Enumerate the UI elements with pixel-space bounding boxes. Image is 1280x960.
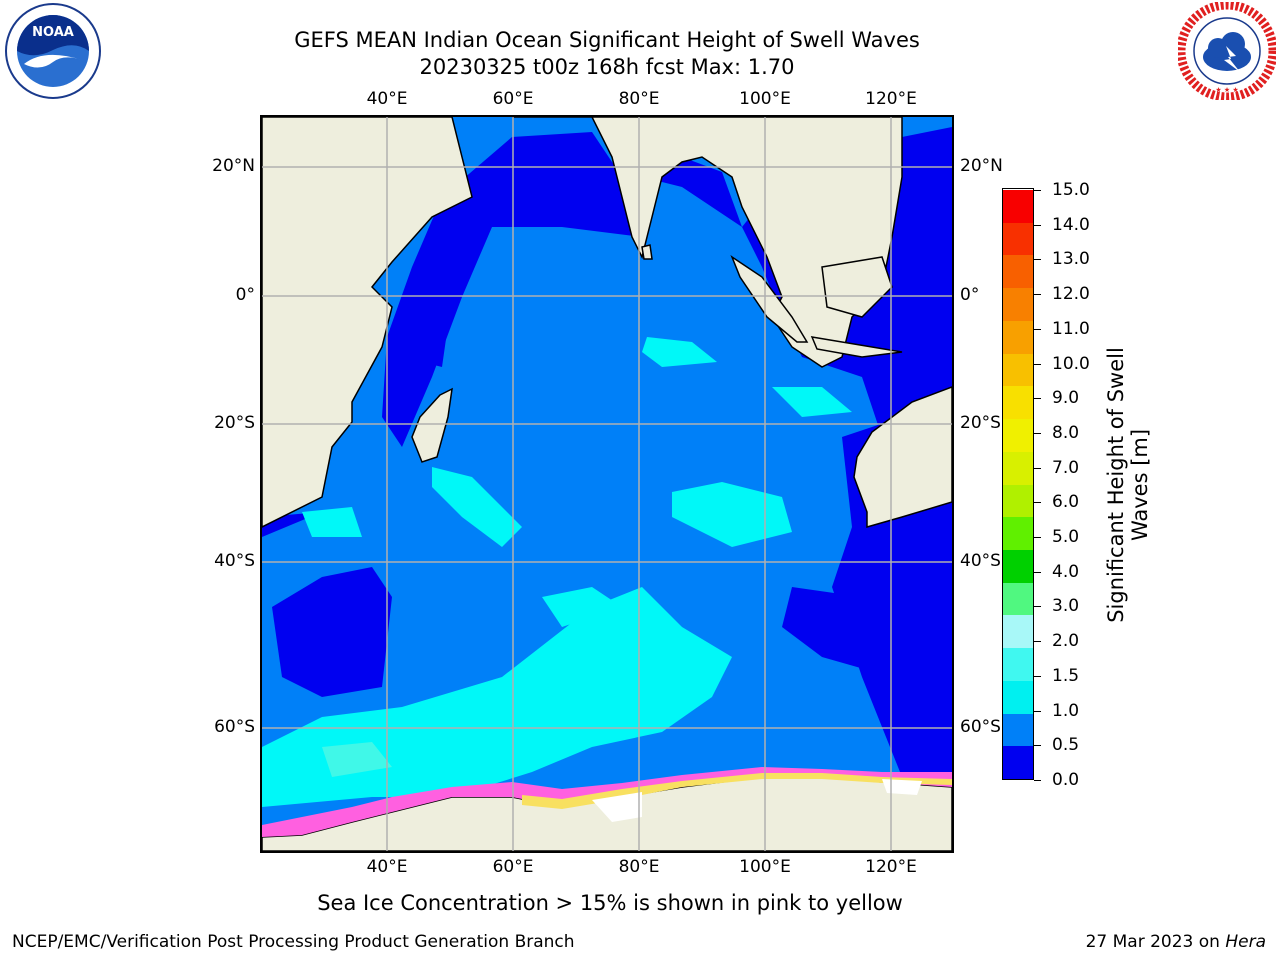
colorbar-label: 3.0 <box>1052 596 1080 617</box>
colorbar-bin <box>1003 353 1033 387</box>
colorbar-bin <box>1003 745 1033 779</box>
lat-tick-right: 0° <box>960 285 980 305</box>
colorbar-bin <box>1003 385 1033 420</box>
colorbar-label: 12.0 <box>1052 284 1090 305</box>
lat-tick-left: 20°N <box>212 156 255 176</box>
colorbar-label: 0.5 <box>1052 735 1080 756</box>
colorbar-tick <box>1034 363 1041 365</box>
lat-tick-right: 60°S <box>960 717 1001 737</box>
sea-ice-fringe <box>262 767 952 837</box>
colorbar-tick <box>1034 571 1041 573</box>
colorbar-label: 8.0 <box>1052 422 1080 443</box>
colorbar-tick <box>1034 328 1041 330</box>
gridlines <box>262 117 952 851</box>
noaa-logo: NOAA <box>4 2 102 100</box>
lat-tick-right: 20°S <box>960 413 1001 433</box>
lon-tick-top: 40°E <box>366 89 408 109</box>
map-caption: Sea Ice Concentration > 15% is shown in … <box>317 891 903 915</box>
colorbar-label: 5.0 <box>1052 527 1080 548</box>
lon-tick-bottom: 60°E <box>492 857 534 877</box>
colorbar-label: 15.0 <box>1052 180 1090 200</box>
australia <box>853 386 952 528</box>
colorbar-bin <box>1003 516 1033 550</box>
colorbar-tick <box>1034 294 1041 296</box>
colorbar-title-line2: Waves [m] <box>1128 428 1152 542</box>
colorbar-label: 1.0 <box>1052 700 1080 721</box>
lon-tick-bottom: 80°E <box>618 857 660 877</box>
colorbar-bin <box>1003 222 1033 256</box>
colorbar-bin <box>1003 582 1033 616</box>
footer-date: 27 Mar 2023 on Hera <box>1086 932 1266 952</box>
nws-logo: ★ ★ ★ <box>1176 0 1278 102</box>
borneo <box>821 256 893 318</box>
colorbar-label: 0.0 <box>1052 770 1080 790</box>
colorbar-bin <box>1003 287 1033 321</box>
colorbar-bin <box>1003 320 1033 354</box>
sumatra <box>730 255 809 343</box>
colorbar-tick <box>1034 537 1041 539</box>
colorbar-tick <box>1034 641 1041 643</box>
colorbar-label: 9.0 <box>1052 388 1080 409</box>
colorbar-bin <box>1003 418 1033 452</box>
colorbar-bin <box>1003 484 1033 518</box>
colorbar-tick <box>1034 710 1041 712</box>
lon-tick-top: 120°E <box>865 89 917 109</box>
colorbar-tick <box>1034 432 1041 434</box>
colorbar-bin <box>1003 254 1033 289</box>
colorbar-tick <box>1034 745 1041 747</box>
footer-host: Hera <box>1225 932 1266 952</box>
lon-tick-top: 60°E <box>492 89 534 109</box>
colorbar-tick <box>1034 502 1041 504</box>
colorbar-label: 6.0 <box>1052 492 1080 513</box>
footer-date-text: 27 Mar 2023 on <box>1085 932 1226 952</box>
colorbar-tick <box>1034 467 1041 469</box>
noaa-logo-text: NOAA <box>32 25 74 40</box>
colorbar-bin <box>1003 189 1033 223</box>
footer-credit: NCEP/EMC/Verification Post Processing Pr… <box>12 932 575 952</box>
low-swell-regions <box>262 127 952 817</box>
colorbar-bin <box>1003 680 1033 714</box>
colorbar-bin <box>1003 614 1033 649</box>
colorbar-tick <box>1034 259 1041 261</box>
lon-tick-bottom: 100°E <box>739 857 791 877</box>
colorbar-label: 13.0 <box>1052 249 1090 270</box>
lon-tick-top: 80°E <box>618 89 660 109</box>
colorbar-bin <box>1003 451 1033 485</box>
lon-tick-top: 100°E <box>739 89 791 109</box>
sri-lanka <box>641 244 653 260</box>
colorbar-bin <box>1003 647 1033 681</box>
map-panel <box>260 115 954 853</box>
lat-tick-left: 40°S <box>214 551 255 571</box>
colorbar-label: 7.0 <box>1052 457 1080 478</box>
colorbar-label: 11.0 <box>1052 318 1090 339</box>
colorbar-bin <box>1003 549 1033 583</box>
svg-text:★ ★ ★: ★ ★ ★ <box>1215 86 1238 94</box>
lon-tick-bottom: 120°E <box>865 857 917 877</box>
colorbar-bin <box>1003 713 1033 747</box>
java <box>810 336 903 358</box>
colorbar-label: 10.0 <box>1052 353 1090 374</box>
map-svg <box>262 117 952 851</box>
colorbar-label: 4.0 <box>1052 561 1080 582</box>
colorbar-label: 1.5 <box>1052 665 1080 686</box>
colorbar-tick <box>1034 606 1041 608</box>
chart-subtitle: 20230325 t00z 168h fcst Max: 1.70 <box>419 55 795 79</box>
colorbar-tick <box>1034 190 1041 191</box>
lat-tick-right: 20°N <box>960 156 1003 176</box>
colorbar-tick <box>1034 398 1041 400</box>
lat-tick-right: 40°S <box>960 551 1001 571</box>
lon-tick-bottom: 40°E <box>366 857 408 877</box>
colorbar <box>1002 188 1034 780</box>
colorbar-tick <box>1034 780 1041 781</box>
colorbar-label: 2.0 <box>1052 631 1080 652</box>
lat-tick-left: 0° <box>235 285 255 305</box>
colorbar-tick <box>1034 224 1041 226</box>
lat-tick-left: 60°S <box>214 717 255 737</box>
colorbar-tick <box>1034 675 1041 677</box>
madagascar <box>411 387 453 463</box>
high-swell-patch <box>322 742 392 777</box>
colorbar-label: 14.0 <box>1052 214 1090 235</box>
lat-tick-left: 20°S <box>214 413 255 433</box>
chart-title: GEFS MEAN Indian Ocean Significant Heigh… <box>294 28 920 52</box>
